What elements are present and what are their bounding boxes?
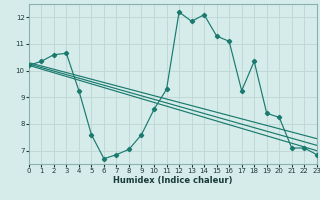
X-axis label: Humidex (Indice chaleur): Humidex (Indice chaleur) <box>113 176 233 185</box>
